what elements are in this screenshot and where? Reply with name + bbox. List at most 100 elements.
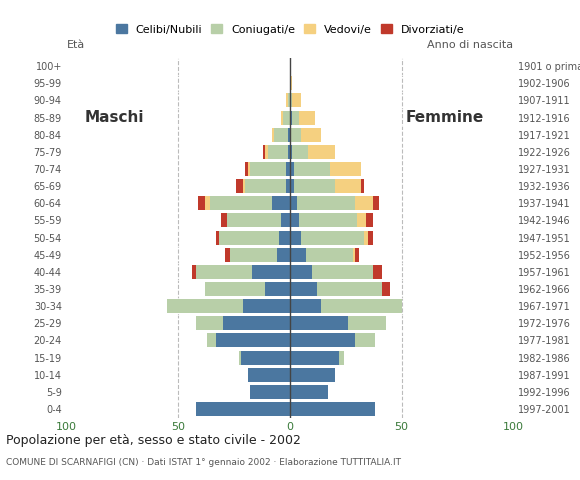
Bar [167,299,243,313]
Bar [290,265,312,279]
Bar [382,282,390,296]
Bar [290,128,301,142]
Text: COMUNE DI SCARNAFIGI (CN) · Dati ISTAT 1° gennaio 2002 · Elaborazione TUTTITALIA: COMUNE DI SCARNAFIGI (CN) · Dati ISTAT 1… [6,458,401,468]
Bar [366,214,372,228]
Text: Femmine: Femmine [406,110,484,125]
Bar [372,265,382,279]
Bar [209,196,272,210]
Bar [237,179,243,193]
Bar [355,196,372,210]
Bar [288,94,290,108]
Bar [357,214,366,228]
Text: Popolazione per età, sesso e stato civile - 2002: Popolazione per età, sesso e stato civil… [6,434,300,447]
Bar [368,230,372,245]
Bar [268,145,288,159]
Bar [192,265,196,279]
Bar [355,334,375,348]
Bar [361,179,364,193]
Bar [205,196,209,210]
Bar [250,385,290,399]
Bar [299,214,357,228]
Bar [230,248,277,262]
Text: Età: Età [67,40,85,50]
Bar [290,162,295,176]
Bar [266,282,290,296]
Bar [355,248,359,262]
Bar [238,350,241,365]
Bar [274,128,288,142]
Bar [216,334,290,348]
Bar [353,248,355,262]
Bar [245,179,285,193]
Bar [281,214,290,228]
Bar [290,282,317,296]
Bar [290,350,339,365]
Bar [290,248,306,262]
Bar [227,214,281,228]
Bar [312,265,372,279]
Bar [221,214,227,228]
Bar [216,230,219,245]
Bar [272,128,274,142]
Bar [290,385,328,399]
Bar [248,162,250,176]
Bar [299,110,314,125]
Bar [295,179,335,193]
Bar [292,110,299,125]
Bar [290,299,321,313]
Bar [250,162,285,176]
Text: Anno di nascita: Anno di nascita [427,40,513,50]
Bar [243,179,245,193]
Text: Maschi: Maschi [85,110,144,125]
Bar [241,350,290,365]
Bar [196,316,223,330]
Bar [198,196,205,210]
Bar [290,94,292,108]
Bar [225,248,230,262]
Bar [205,282,266,296]
Bar [252,265,290,279]
Bar [290,76,292,90]
Bar [290,402,375,416]
Bar [248,368,290,382]
Bar [219,230,279,245]
Bar [285,162,290,176]
Bar [301,128,321,142]
Bar [208,334,216,348]
Bar [288,145,290,159]
Bar [196,402,290,416]
Bar [290,316,348,330]
Bar [290,145,292,159]
Bar [290,214,299,228]
Bar [281,110,283,125]
Bar [364,230,368,245]
Bar [288,128,290,142]
Bar [290,179,295,193]
Bar [290,110,292,125]
Bar [321,299,401,313]
Bar [277,248,290,262]
Bar [196,265,252,279]
Bar [245,162,248,176]
Bar [266,145,268,159]
Bar [330,162,361,176]
Bar [290,334,355,348]
Bar [306,248,353,262]
Bar [263,145,266,159]
Bar [285,179,290,193]
Bar [290,196,297,210]
Bar [335,179,361,193]
Bar [348,316,386,330]
Bar [290,230,301,245]
Bar [308,145,335,159]
Bar [317,282,382,296]
Bar [290,368,335,382]
Bar [243,299,290,313]
Bar [272,196,290,210]
Legend: Celibi/Nubili, Coniugati/e, Vedovi/e, Divorziati/e: Celibi/Nubili, Coniugati/e, Vedovi/e, Di… [111,20,469,39]
Bar [295,162,330,176]
Bar [292,94,301,108]
Bar [283,110,290,125]
Bar [285,94,288,108]
Bar [292,145,308,159]
